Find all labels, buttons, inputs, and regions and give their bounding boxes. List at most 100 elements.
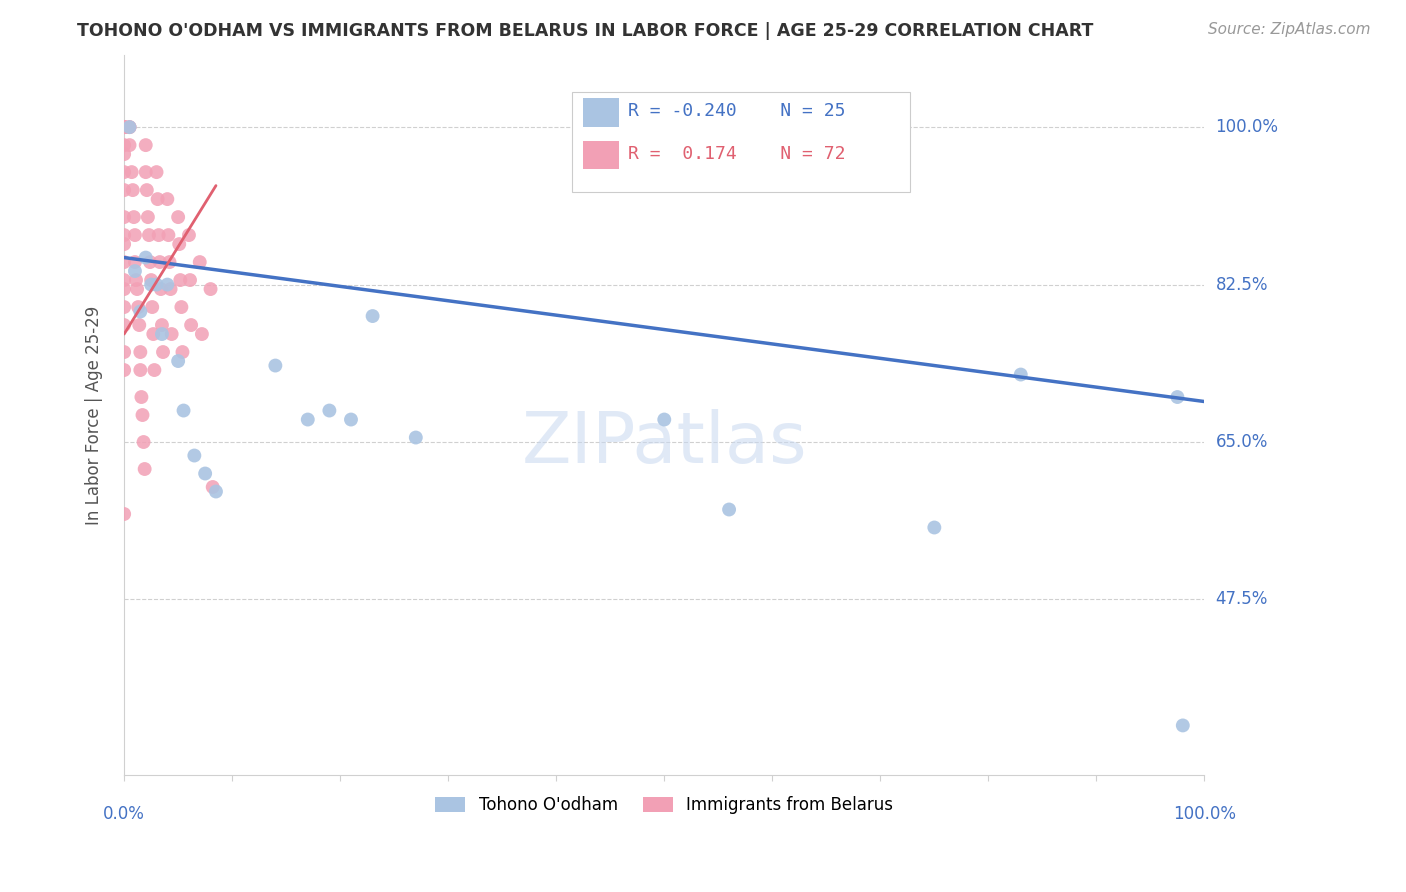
Point [157,228,180,243]
Point [127,282,149,296]
Point [924,520,946,534]
Text: 47.5%: 47.5% [1216,591,1268,608]
Point [112,120,135,135]
Text: 100.0%: 100.0% [1216,118,1278,136]
Point [129,363,152,377]
Point [652,412,675,426]
Point [183,449,205,463]
Point [124,228,146,243]
Point [112,363,135,377]
Point [118,120,141,135]
Point [139,277,162,292]
Point [159,282,181,296]
Point [191,327,214,342]
Point [167,354,190,368]
Point [112,120,135,135]
Point [134,462,156,476]
Point [156,277,179,292]
Point [150,318,173,332]
Text: 82.5%: 82.5% [1216,276,1268,293]
Text: R = -0.240    N = 25: R = -0.240 N = 25 [628,103,846,120]
Point [173,403,195,417]
Point [112,273,135,287]
Point [112,120,135,135]
Point [156,192,179,206]
Point [118,120,141,135]
Point [145,277,167,292]
Point [188,255,211,269]
Point [135,138,157,153]
Point [128,318,150,332]
Point [264,359,287,373]
Point [297,412,319,426]
Point [194,467,217,481]
Point [112,165,135,179]
Point [112,183,135,197]
Point [405,430,427,444]
Point [121,165,143,179]
Point [146,192,169,206]
Point [145,165,167,179]
Point [141,300,163,314]
Point [177,228,200,243]
Text: R =  0.174    N = 72: R = 0.174 N = 72 [628,145,846,163]
Point [131,390,153,404]
Point [152,345,174,359]
Point [138,228,160,243]
Point [112,237,135,252]
Point [132,435,155,450]
Text: ZIPatlas: ZIPatlas [522,409,807,478]
Point [160,327,183,342]
Point [201,480,224,494]
Point [112,210,135,224]
Point [122,210,145,224]
Point [148,228,170,243]
Point [125,273,148,287]
Point [112,138,135,153]
Point [143,363,166,377]
Point [150,327,173,342]
Point [127,300,149,314]
Point [179,273,201,287]
Point [1010,368,1032,382]
Point [159,255,181,269]
Point [1166,390,1188,404]
Point [112,228,135,243]
Point [118,138,141,153]
Point [149,255,172,269]
Text: Source: ZipAtlas.com: Source: ZipAtlas.com [1208,22,1371,37]
Text: TOHONO O'ODHAM VS IMMIGRANTS FROM BELARUS IN LABOR FORCE | AGE 25-29 CORRELATION: TOHONO O'ODHAM VS IMMIGRANTS FROM BELARU… [77,22,1094,40]
Point [121,183,143,197]
Point [118,120,141,135]
Text: 65.0%: 65.0% [1216,433,1268,451]
Point [112,318,135,332]
Point [340,412,363,426]
Point [180,318,202,332]
Point [170,300,193,314]
Point [200,282,222,296]
Point [1171,718,1194,732]
Point [139,255,162,269]
Point [112,507,135,521]
Point [131,408,153,422]
Point [205,484,228,499]
Point [149,282,172,296]
Point [129,345,152,359]
Point [135,183,157,197]
Y-axis label: In Labor Force | Age 25-29: In Labor Force | Age 25-29 [86,305,103,524]
Point [142,327,165,342]
Point [718,502,741,516]
Legend: Tohono O'odham, Immigrants from Belarus: Tohono O'odham, Immigrants from Belarus [429,789,900,821]
Point [169,273,191,287]
Point [112,255,135,269]
Point [135,165,157,179]
Point [167,210,190,224]
Point [361,309,384,323]
Point [135,251,157,265]
Point [172,345,194,359]
Point [112,120,135,135]
Text: 100.0%: 100.0% [1173,805,1236,823]
Point [112,120,135,135]
Point [318,403,340,417]
Point [112,282,135,296]
